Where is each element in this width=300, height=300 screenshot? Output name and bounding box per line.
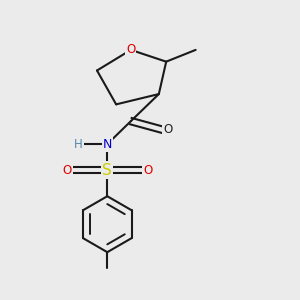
Text: S: S bbox=[102, 163, 112, 178]
Text: O: O bbox=[62, 164, 72, 176]
Text: O: O bbox=[163, 123, 172, 136]
Text: O: O bbox=[126, 44, 136, 56]
Text: O: O bbox=[143, 164, 152, 176]
Text: H: H bbox=[74, 138, 83, 151]
Text: N: N bbox=[103, 138, 112, 151]
